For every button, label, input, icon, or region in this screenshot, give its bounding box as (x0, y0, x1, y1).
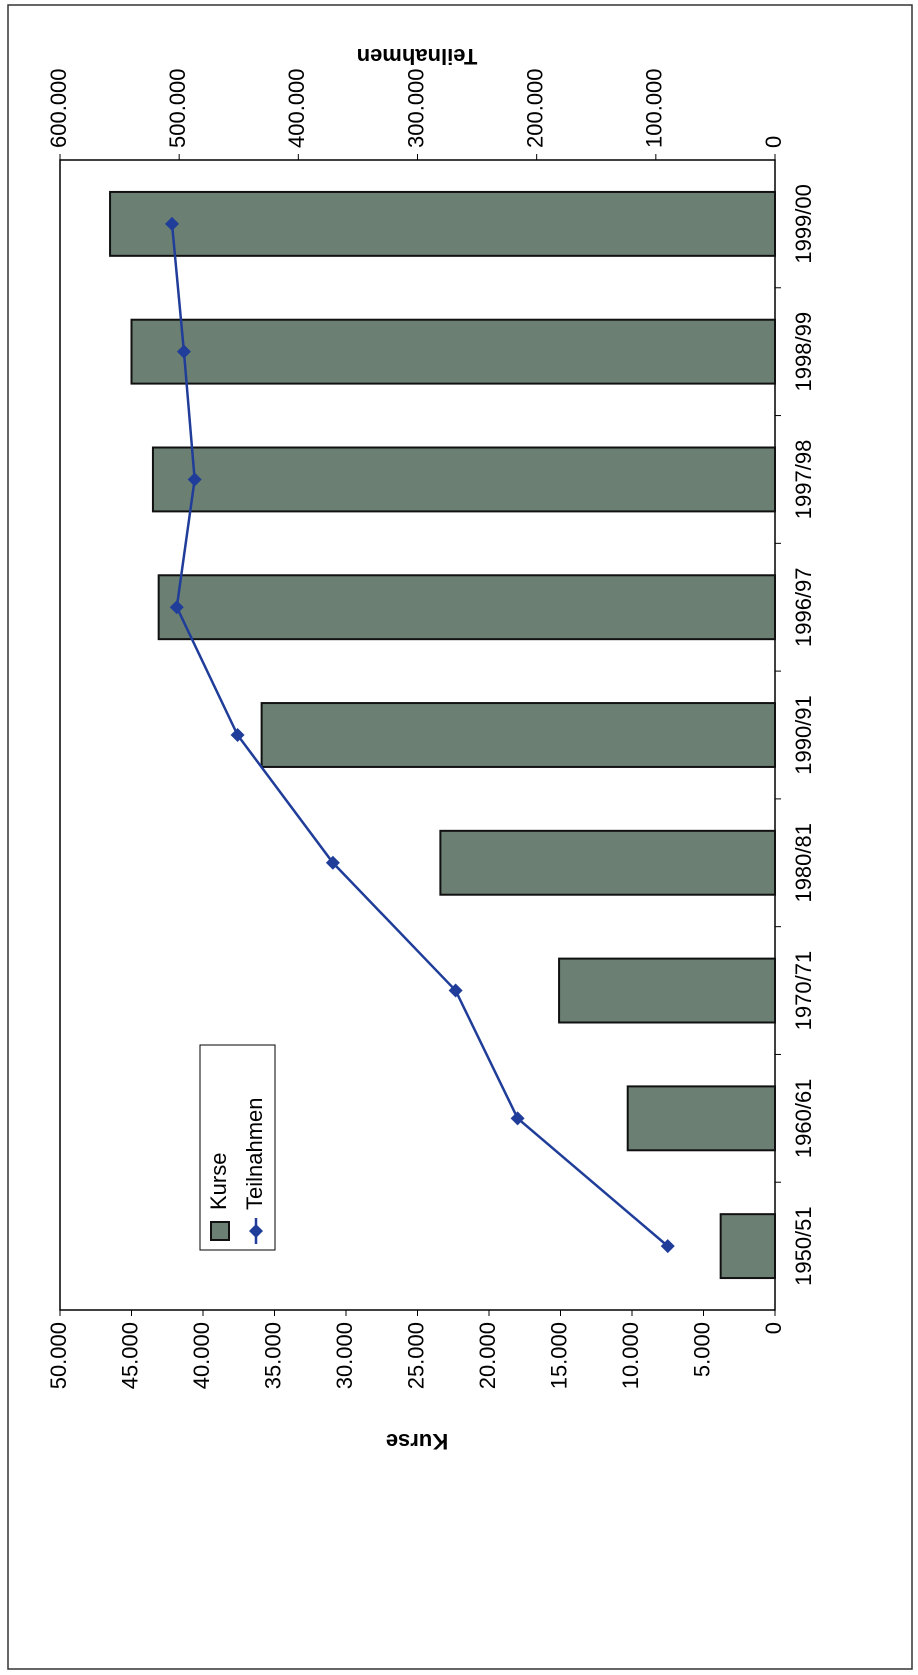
y2-tick-label: 0 (761, 136, 786, 148)
x-tick-label: 1960/61 (791, 1079, 816, 1159)
y-tick-label: 40.000 (189, 1322, 214, 1389)
bar (130, 318, 776, 385)
marker (187, 472, 202, 487)
x-tick-label: 1980/81 (791, 823, 816, 903)
y2-tick-label: 100.000 (642, 68, 667, 148)
legend-swatch (210, 1221, 230, 1241)
x-tick-label: 1999/00 (791, 184, 816, 264)
x-tick-label: 1990/91 (791, 695, 816, 775)
legend-label: Teilnahmen (242, 1097, 267, 1210)
legend-box (199, 1044, 276, 1251)
marker (660, 1239, 675, 1254)
bar (157, 574, 777, 641)
y2-tick-label: 200.000 (522, 68, 547, 148)
y-tick-label: 25.000 (403, 1322, 428, 1389)
y-tick-label: 50.000 (46, 1322, 71, 1389)
marker (448, 983, 463, 998)
x-tick-label: 1970/71 (791, 951, 816, 1031)
marker (230, 728, 245, 742)
y2-tick-label: 500.000 (165, 68, 190, 148)
y-tick-label: 5.000 (689, 1322, 714, 1377)
y2-tick-label: 600.000 (46, 68, 71, 148)
marker (165, 216, 180, 231)
y-axis-title: Kurse (386, 1429, 448, 1454)
bar (109, 190, 777, 257)
marker (169, 600, 184, 615)
bar (151, 446, 776, 513)
marker (325, 855, 340, 870)
x-tick-label: 1996/97 (791, 567, 816, 647)
bar (626, 1085, 777, 1152)
chart: Kurse Teilnahmen 0 5.000 10.000 15.000 20.00… (46, 44, 816, 1454)
y-tick-label: 35.000 (260, 1322, 285, 1389)
y2-axis-title: Teilnahmen (357, 44, 478, 69)
legend-marker (249, 1224, 263, 1238)
y-tick-label: 10.000 (618, 1322, 643, 1389)
bar (558, 957, 776, 1024)
marker (176, 344, 191, 359)
x-tick-label: 1998/99 (791, 312, 816, 392)
y2-tick-label: 300.000 (403, 68, 428, 148)
y-tick-label: 0 (761, 1322, 786, 1334)
y2-tick-label: 400.000 (284, 68, 309, 148)
marker (510, 1111, 525, 1126)
x-tick-label: 1950/51 (791, 1206, 816, 1286)
x-tick-label: 1997/98 (791, 440, 816, 520)
y-tick-label: 45.000 (117, 1322, 142, 1389)
bar (439, 829, 776, 896)
legend-label: Kurse (206, 1153, 231, 1210)
y-tick-label: 30.000 (332, 1322, 357, 1389)
bar (719, 1213, 776, 1280)
bar (260, 702, 776, 768)
y-tick-label: 15.000 (546, 1322, 571, 1389)
page-frame (7, 4, 913, 1670)
y-tick-label: 20.000 (475, 1322, 500, 1389)
